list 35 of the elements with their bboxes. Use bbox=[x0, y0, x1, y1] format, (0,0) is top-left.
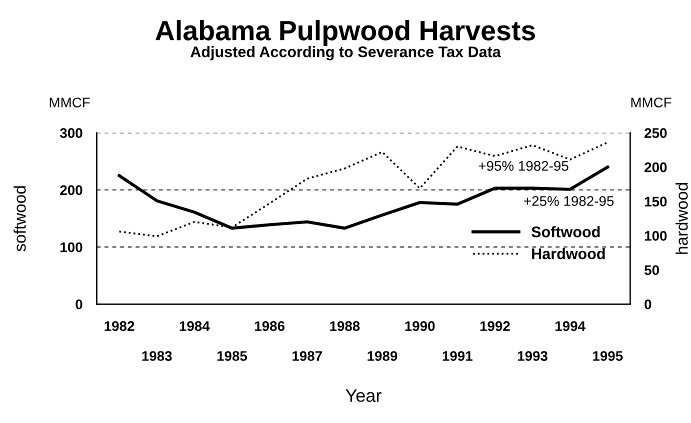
x-tick-label: 1986 bbox=[254, 321, 284, 332]
x-tick-label: 1994 bbox=[556, 321, 586, 332]
y2-tick-label: 250 bbox=[644, 128, 667, 138]
chart-title: Alabama Pulpwood Harvests bbox=[156, 20, 536, 46]
y2-tick-label: 100 bbox=[644, 230, 667, 241]
y-tick-label: 300 bbox=[60, 128, 82, 138]
y-tick-label: 0 bbox=[76, 299, 82, 310]
x-tick-label: 1993 bbox=[518, 351, 548, 361]
annotation: +25% 1982-95 bbox=[524, 196, 614, 206]
x-tick-label: 1991 bbox=[442, 351, 472, 361]
legend-label: Hardwood bbox=[532, 248, 605, 260]
y2-axis-title: hardwood bbox=[676, 182, 688, 254]
y-axis-title: softwood bbox=[14, 186, 26, 252]
y-tick-label: 200 bbox=[60, 185, 82, 196]
x-tick-label: 1985 bbox=[217, 351, 248, 361]
chart-subtitle: Adjusted According to Severance Tax Data bbox=[190, 46, 501, 60]
y2-tick-label: 50 bbox=[644, 265, 659, 276]
text: MMCF bbox=[631, 98, 672, 108]
text: MMCF bbox=[50, 98, 90, 108]
legend-label: Softwood bbox=[532, 226, 600, 238]
x-tick-label: 1987 bbox=[292, 351, 322, 361]
x-tick-label: 1992 bbox=[480, 321, 510, 332]
x-axis-title: Year bbox=[346, 389, 382, 402]
x-tick-label: 1989 bbox=[368, 351, 398, 361]
y2-tick-label: 200 bbox=[644, 162, 667, 172]
y-tick-label: 100 bbox=[60, 242, 82, 252]
annotation: +95% 1982-95 bbox=[478, 160, 568, 171]
x-tick-label: 1983 bbox=[142, 351, 172, 361]
x-tick-label: 1990 bbox=[405, 321, 435, 332]
y2-tick-label: 150 bbox=[644, 196, 667, 207]
y2-tick-label: 0 bbox=[644, 299, 652, 310]
x-tick-label: 1984 bbox=[180, 321, 210, 332]
x-tick-label: 1982 bbox=[104, 321, 134, 332]
x-tick-label: 1995 bbox=[593, 351, 623, 361]
x-tick-label: 1988 bbox=[330, 321, 360, 332]
